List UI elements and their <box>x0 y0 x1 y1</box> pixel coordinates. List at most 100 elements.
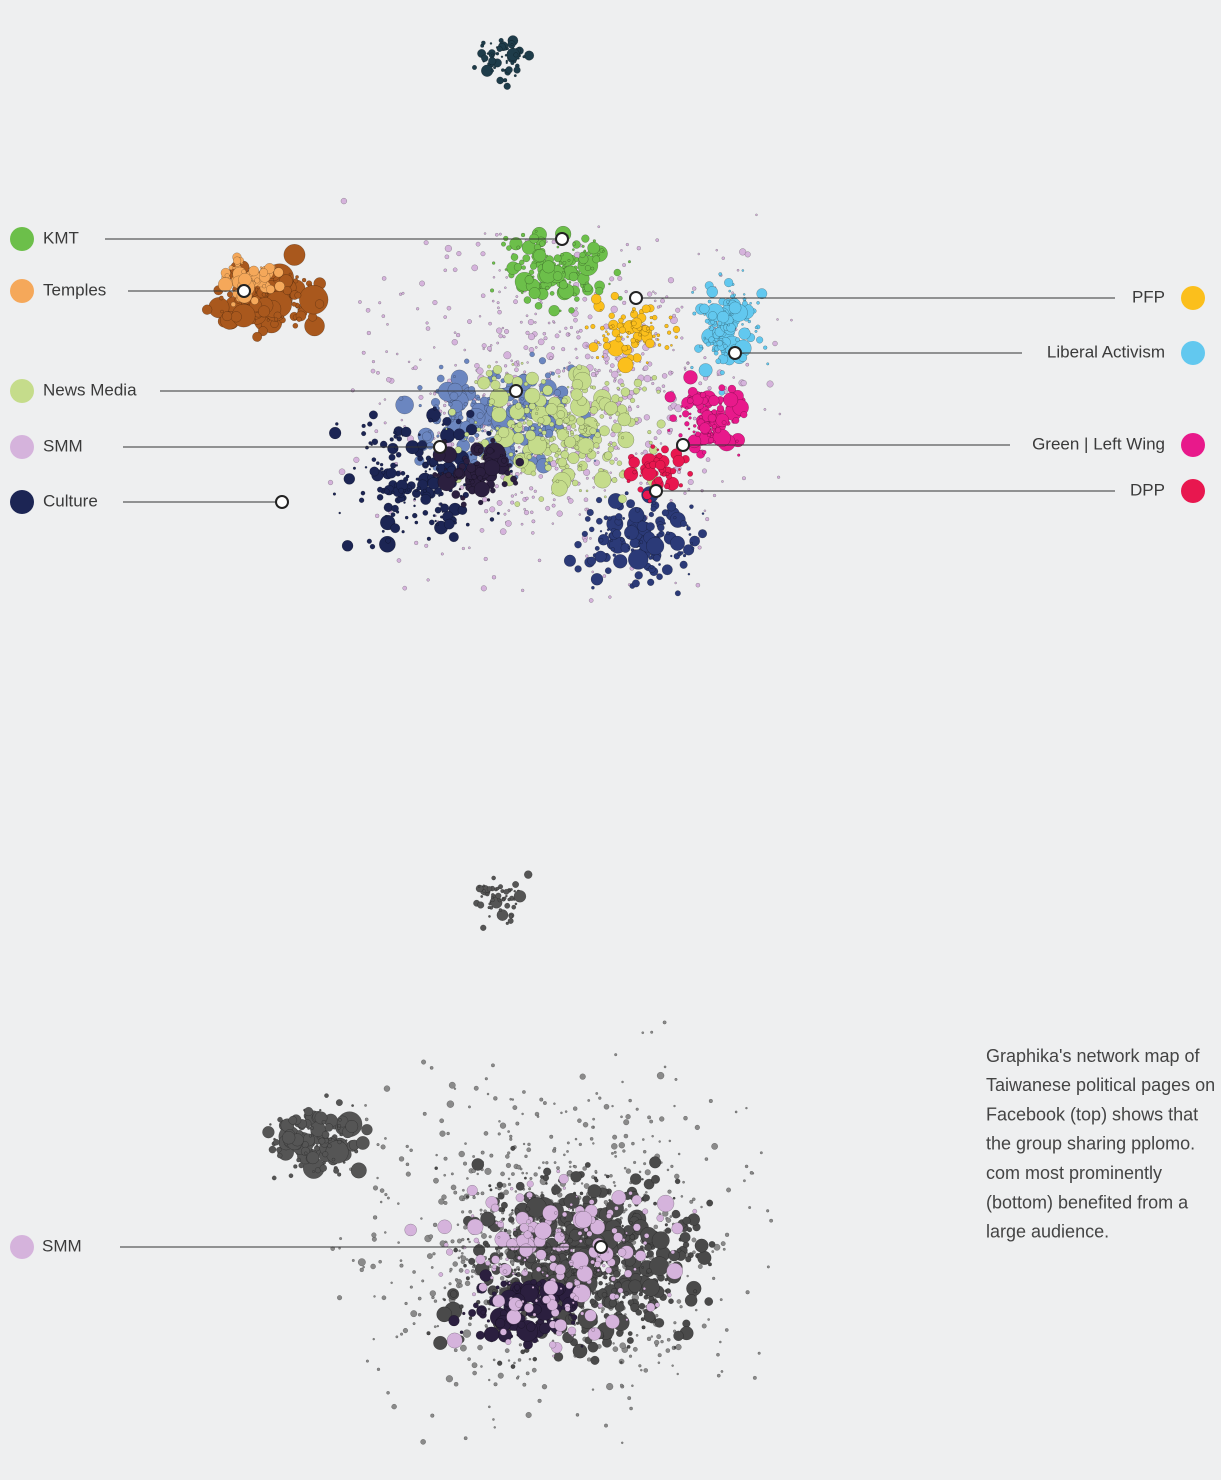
node-dot <box>484 509 489 514</box>
node-dot <box>494 484 499 489</box>
node-dot <box>543 336 548 341</box>
node-dot <box>643 1310 656 1323</box>
node-dot <box>486 1092 490 1096</box>
node-dot <box>619 1342 627 1350</box>
node-dot <box>463 1436 468 1441</box>
node-dot <box>641 1278 660 1297</box>
node-dot <box>498 290 501 294</box>
node-dot <box>657 1361 661 1365</box>
node-dot <box>230 311 242 323</box>
node-dot <box>623 1291 629 1297</box>
node-dot <box>594 545 600 551</box>
node-dot <box>618 1141 626 1149</box>
node-dot <box>324 1123 334 1132</box>
node-dot <box>636 246 641 251</box>
node-dot <box>526 1219 532 1225</box>
node-dot <box>643 1368 649 1373</box>
node-dot <box>617 276 623 282</box>
node-dot <box>393 430 397 435</box>
node-dot <box>682 1180 686 1184</box>
node-dot <box>471 64 478 71</box>
node-dot <box>513 74 517 78</box>
node-dot <box>399 1332 404 1336</box>
node-dot <box>584 264 591 272</box>
node-dot <box>605 1266 613 1274</box>
node-dot <box>259 268 269 277</box>
node-dot <box>438 1272 444 1277</box>
node-dot <box>627 394 633 400</box>
node-dot <box>542 1295 551 1304</box>
node-dot <box>471 264 479 272</box>
node-dot <box>567 1237 574 1244</box>
node-dot <box>485 369 493 377</box>
node-dot <box>563 426 567 431</box>
node-dot <box>429 392 432 395</box>
node-dot <box>699 422 711 434</box>
node-dot <box>490 1063 495 1068</box>
node-dot <box>443 1173 447 1177</box>
node-dot <box>479 1269 492 1282</box>
node-dot <box>617 1248 627 1257</box>
node-dot <box>686 1227 693 1233</box>
node-dot <box>715 413 730 428</box>
node-dot <box>467 1105 471 1109</box>
node-dot <box>553 1352 564 1362</box>
node-dot <box>642 449 648 455</box>
node-dot <box>514 501 521 507</box>
node-dot <box>509 469 513 473</box>
node-dot <box>338 511 342 515</box>
node-dot <box>649 564 654 569</box>
node-dot <box>503 235 509 242</box>
node-dot <box>756 301 760 305</box>
node-dot <box>707 1318 711 1321</box>
node-dot <box>613 1184 617 1188</box>
legend-label: Temples <box>43 280 106 299</box>
node-dot <box>621 1080 624 1084</box>
node-dot <box>398 292 403 296</box>
node-dot <box>576 1285 580 1289</box>
node-dot <box>489 1188 493 1192</box>
node-dot <box>475 1254 486 1265</box>
node-dot <box>424 543 429 548</box>
node-dot <box>523 870 533 879</box>
node-dot <box>704 318 710 324</box>
node-dot <box>627 260 632 264</box>
node-dot <box>273 267 284 278</box>
node-dot <box>507 509 511 512</box>
node-dot <box>418 403 422 408</box>
node-dot <box>506 1250 516 1260</box>
node-dot <box>480 585 487 592</box>
node-dot <box>568 411 572 415</box>
node-dot <box>492 1358 496 1362</box>
node-dot <box>567 333 571 336</box>
node-dot <box>488 1235 492 1239</box>
node-dot <box>503 888 510 895</box>
node-dot <box>649 1119 654 1124</box>
node-dot <box>439 1130 446 1137</box>
node-dot <box>728 301 742 315</box>
node-dot <box>468 1209 473 1214</box>
node-dot <box>520 467 526 473</box>
node-dot <box>687 478 694 486</box>
node-dot <box>558 280 568 290</box>
node-dot <box>536 1281 542 1287</box>
node-dot <box>449 391 459 401</box>
node-dot <box>711 1276 716 1281</box>
node-dot <box>661 384 666 388</box>
node-dot <box>571 1208 575 1212</box>
node-dot <box>401 291 405 295</box>
node-dot <box>707 299 712 304</box>
node-dot <box>608 369 613 373</box>
node-dot <box>551 1354 555 1358</box>
node-dot <box>551 239 556 245</box>
node-dot <box>515 295 519 299</box>
node-dot <box>566 385 570 389</box>
node-dot <box>494 232 499 237</box>
node-dot <box>331 1157 336 1162</box>
node-dot <box>549 290 555 296</box>
node-dot <box>333 1167 340 1174</box>
node-dot <box>680 305 684 309</box>
node-dot <box>422 509 429 516</box>
node-dot <box>440 503 450 513</box>
callout-dot <box>728 346 742 360</box>
